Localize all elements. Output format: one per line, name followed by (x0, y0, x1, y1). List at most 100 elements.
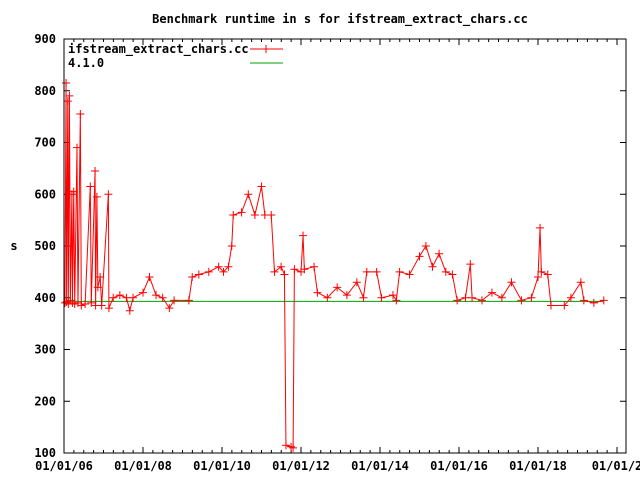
data-point-marker (441, 267, 450, 276)
data-point-marker (244, 190, 253, 199)
data-point-marker (92, 192, 101, 201)
data-point-marker (428, 262, 437, 271)
data-point-marker (158, 293, 167, 302)
data-point-marker (300, 265, 309, 274)
data-point-marker (145, 273, 154, 282)
data-point-marker (534, 273, 542, 282)
y-tick-label: 100 (34, 446, 56, 460)
data-point-marker (377, 293, 386, 302)
legend-marker-plus (262, 45, 270, 53)
y-tick-label: 400 (34, 291, 56, 305)
x-tick-label: 01/01/06 (35, 459, 93, 473)
data-point-marker (280, 270, 289, 279)
data-point-marker (507, 278, 516, 287)
data-point-marker (91, 166, 100, 175)
data-point-marker (93, 283, 102, 292)
data-point-marker (289, 443, 298, 452)
data-point-marker (435, 249, 444, 258)
y-tick-label: 700 (34, 136, 56, 150)
data-point-marker (227, 242, 236, 250)
data-point-marker (184, 296, 193, 305)
data-point-marker (70, 299, 79, 308)
data-point-marker (579, 296, 588, 305)
data-point-marker (125, 306, 134, 315)
data-point-marker (77, 301, 86, 310)
data-point-marker (589, 298, 598, 307)
y-tick-label: 900 (34, 32, 56, 46)
x-tick-label: 01/01/16 (430, 459, 488, 473)
data-point-marker (415, 252, 424, 261)
data-point-marker (267, 210, 276, 219)
data-point-marker (468, 293, 477, 302)
y-tick-label: 800 (34, 84, 56, 98)
data-point-marker (287, 442, 296, 451)
data-point-marker (96, 273, 105, 282)
data-point-marker (352, 278, 361, 287)
data-point-marker (527, 293, 536, 302)
y-tick-label: 600 (34, 187, 56, 201)
data-point-marker (395, 267, 404, 276)
data-point-marker (310, 262, 319, 271)
legend: ifstream_extract_chars.cc 4.1.0 (68, 42, 283, 70)
series-line-ifstream (64, 82, 604, 449)
data-point-marker (453, 296, 462, 305)
data-point-marker (237, 208, 246, 217)
data-point-marker (466, 260, 475, 269)
x-tick-label: 01/01/14 (351, 459, 409, 473)
data-point-marker (323, 293, 332, 302)
data-point-marker (566, 293, 575, 302)
data-point-marker (109, 293, 118, 302)
data-point-marker (290, 265, 299, 274)
y-tick-label: 300 (34, 343, 56, 357)
data-point-marker (152, 291, 161, 300)
data-point-marker (60, 298, 69, 307)
data-point-marker (560, 301, 569, 310)
data-point-marker (62, 78, 71, 87)
data-point-marker (392, 296, 401, 305)
data-point-marker (497, 293, 506, 302)
data-point-marker (333, 283, 342, 292)
data-point-marker (362, 267, 371, 276)
data-point-marker (104, 304, 113, 313)
data-point-marker (405, 270, 414, 279)
data-point-marker (517, 296, 526, 305)
data-point-marker (270, 267, 279, 276)
data-point-marker (170, 296, 179, 305)
data-point-marker (204, 267, 213, 276)
data-point-marker (359, 293, 368, 302)
data-point-marker (76, 110, 85, 119)
data-point-marker (250, 210, 259, 219)
x-tick-label: 01/01/10 (193, 459, 251, 473)
x-tick-label: 01/01/2 (592, 459, 640, 473)
data-point-marker (487, 288, 496, 297)
data-point-marker (139, 288, 147, 297)
data-point-marker (72, 143, 81, 152)
x-tick-label: 01/01/08 (114, 459, 172, 473)
data-point-marker (372, 267, 381, 276)
data-point-marker (224, 262, 233, 271)
data-point-marker (576, 278, 585, 287)
data-point-marker (87, 298, 96, 307)
data-point-marker (543, 270, 552, 279)
data-point-marker (81, 299, 90, 308)
data-point-marker (129, 293, 138, 302)
data-point-marker (115, 291, 124, 300)
data-point-marker (229, 210, 238, 219)
data-point-marker (546, 301, 555, 310)
data-point-marker (281, 441, 290, 450)
x-tick-label: 01/01/12 (272, 459, 330, 473)
data-point-marker (421, 242, 430, 250)
data-point-marker (299, 231, 308, 240)
data-point-marker (69, 187, 78, 196)
data-point-marker (277, 262, 286, 271)
data-point-marker (97, 301, 106, 310)
data-point-marker (342, 291, 351, 300)
data-point-marker (86, 182, 95, 191)
data-point-marker (257, 182, 266, 191)
y-tick-label: 200 (34, 394, 56, 408)
data-point-marker (214, 262, 223, 271)
data-point-marker (599, 296, 608, 305)
plot-border (63, 38, 627, 454)
